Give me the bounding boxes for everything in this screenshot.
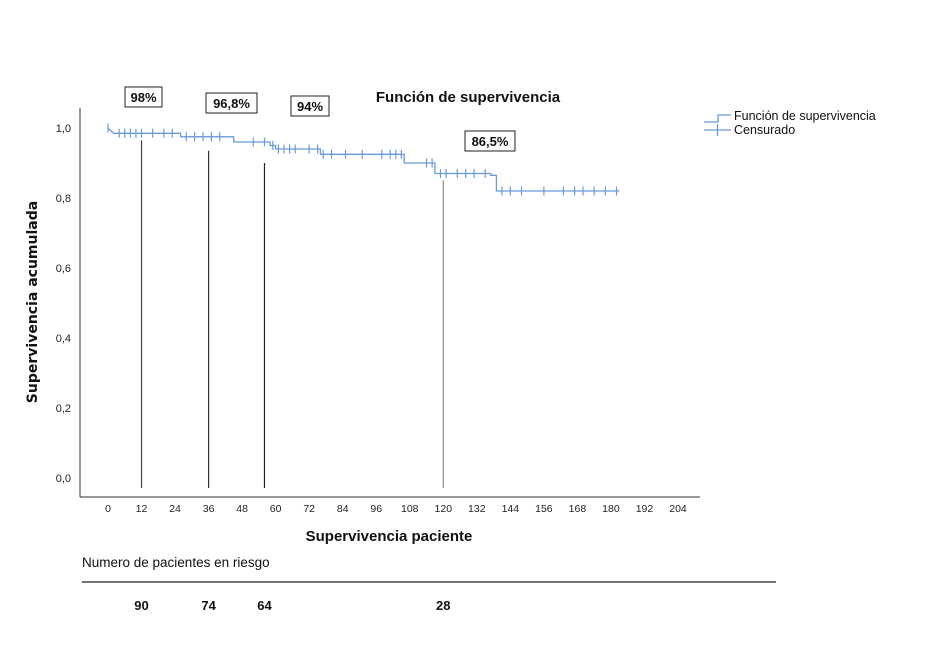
annotations: 98% 96,8% 94% 86,5% (124, 86, 516, 152)
x-tick-label: 36 (203, 503, 215, 515)
y-tick-label: 0,0 (56, 473, 71, 485)
risk-table: Numero de pacientes en riesgo 90 74 64 28 (82, 555, 776, 613)
y-tick-label: 0,8 (56, 193, 71, 205)
x-tick-label: 156 (535, 503, 553, 515)
y-tick-label: 1,0 (56, 123, 71, 135)
chart-title: Función de supervivencia (376, 89, 561, 106)
risk-value: 90 (134, 598, 148, 613)
legend-step-swatch (704, 114, 731, 123)
risk-value: 64 (257, 598, 272, 613)
x-tick-label: 12 (136, 503, 148, 515)
risk-value: 74 (201, 598, 216, 613)
annotation-label: 98% (130, 90, 156, 105)
y-tick-label: 0,6 (56, 263, 71, 275)
x-tick-label: 72 (303, 503, 315, 515)
series-group (107, 123, 620, 196)
annotation-label: 94% (297, 99, 323, 114)
vertical-markers (140, 140, 444, 488)
annotation-box (205, 92, 258, 114)
annotation-86-5: 86,5% (464, 130, 516, 152)
x-tick-label: 48 (236, 503, 248, 515)
x-tick-label: 108 (401, 503, 419, 515)
x-tick-label: 168 (569, 503, 587, 515)
annotation-box (464, 130, 516, 152)
risk-value: 28 (436, 598, 450, 613)
x-tick-label: 0 (105, 503, 111, 515)
x-tick-label: 24 (169, 503, 181, 515)
x-tick-label: 96 (370, 503, 382, 515)
legend-item-censored: Censurado (704, 123, 795, 137)
x-tick-label: 120 (435, 503, 453, 515)
x-axis-label: Supervivencia paciente (306, 528, 473, 545)
y-ticks: 0,0 0,2 0,4 0,6 0,8 1,0 (56, 123, 71, 485)
y-axis-label: Supervivencia acumulada (25, 201, 41, 403)
legend-label: Censurado (734, 123, 795, 137)
annotation-box (290, 95, 330, 117)
legend: Función de supervivencia Censurado (704, 109, 876, 137)
annotation-label: 86,5% (472, 134, 509, 149)
risk-values: 90 74 64 28 (134, 598, 450, 613)
x-tick-label: 192 (636, 503, 654, 515)
x-tick-label: 144 (502, 503, 520, 515)
annotation-96-8: 96,8% (205, 92, 258, 114)
x-ticks: 0 12 24 36 48 60 72 84 96 108 120 132 144 156 168 180 19… (105, 503, 687, 515)
y-tick-label: 0,2 (56, 403, 71, 415)
annotation-94: 94% (290, 95, 330, 117)
survival-step-line (107, 127, 620, 192)
annotation-label: 96,8% (213, 96, 250, 111)
x-tick-label: 204 (669, 503, 687, 515)
legend-label: Función de supervivencia (734, 109, 876, 123)
legend-item-survival: Función de supervivencia (704, 109, 876, 123)
x-tick-label: 180 (602, 503, 620, 515)
y-tick-label: 0,4 (56, 333, 71, 345)
risk-table-title: Numero de pacientes en riesgo (82, 555, 270, 570)
axes (79, 108, 700, 498)
annotation-98: 98% (124, 86, 163, 108)
x-tick-label: 84 (337, 503, 349, 515)
x-tick-label: 60 (270, 503, 282, 515)
annotation-box (124, 86, 163, 108)
x-tick-label: 132 (468, 503, 486, 515)
